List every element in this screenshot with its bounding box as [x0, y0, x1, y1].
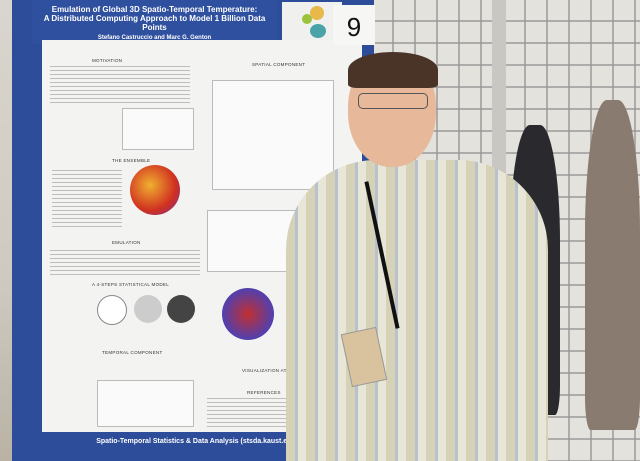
body-text-block — [52, 170, 122, 230]
visualization-globe — [222, 288, 274, 340]
figure — [97, 380, 194, 427]
logo-circle-green — [302, 14, 312, 24]
figure — [122, 108, 194, 150]
model-step-circle — [167, 295, 195, 323]
section-heading: THE ENSEMBLE — [112, 158, 151, 163]
section-heading: SPATIAL COMPONENT — [252, 62, 306, 67]
board-number: 9 — [333, 5, 375, 45]
kaust-logo — [282, 2, 342, 42]
man-hair — [348, 52, 438, 88]
figure — [212, 80, 334, 190]
poster-title-2: A Distributed Computing Approach to Mode… — [43, 14, 266, 32]
figure — [207, 210, 299, 272]
glasses — [358, 93, 428, 109]
background-person-man — [585, 100, 640, 430]
section-heading: A 4-STEPS STATISTICAL MODEL — [92, 282, 170, 287]
section-heading: REFERENCES — [247, 390, 281, 395]
section-heading: TEMPORAL COMPONENT — [102, 350, 163, 355]
section-heading: MOTIVATION — [92, 58, 123, 63]
body-text-block — [50, 250, 200, 278]
poster-title-1: Emulation of Global 3D Spatio-Temporal T… — [51, 5, 258, 14]
logo-circle-teal — [310, 24, 326, 38]
poster-authors: Stefano Castruccio and Marc G. Genton — [97, 35, 212, 41]
section-heading: EMULATION — [112, 240, 141, 245]
temperature-globe — [130, 165, 180, 215]
model-step-circle — [97, 295, 127, 325]
logo-circle-yellow — [310, 6, 324, 20]
body-text-block — [50, 66, 190, 106]
section-heading: VISUALIZATION AT — [242, 368, 287, 373]
model-step-circle — [134, 295, 162, 323]
poster-header: Emulation of Global 3D Spatio-Temporal T… — [32, 0, 277, 44]
poster-footer: Spatio-Temporal Statistics & Data Analys… — [96, 438, 308, 445]
man-plaid-shirt — [286, 160, 548, 461]
